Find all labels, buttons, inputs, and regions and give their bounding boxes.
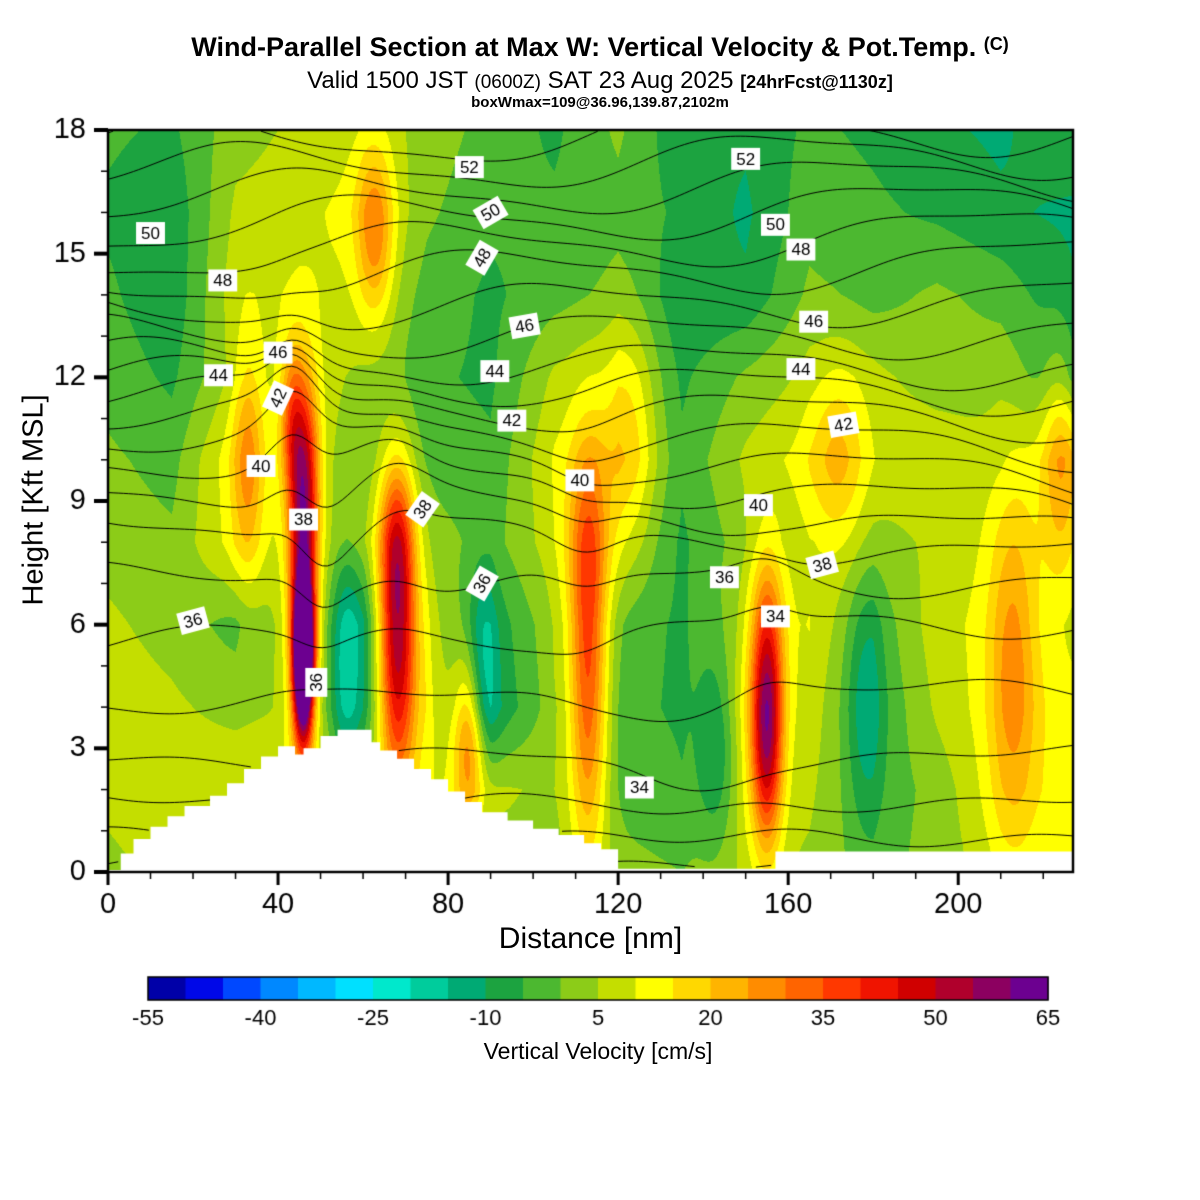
title-unit: (C) [983, 34, 1009, 54]
colorbar-title: Vertical Velocity [cm/s] [483, 1038, 713, 1064]
title-text: Wind-Parallel Section at Max W: Vertical… [191, 32, 977, 62]
page-title: Wind-Parallel Section at Max W: Vertical… [0, 32, 1200, 63]
valid-zulu: (0600Z) [474, 72, 541, 93]
valid-prefix: Valid 1500 JST [307, 67, 475, 94]
valid-line: Valid 1500 JST (0600Z) SAT 23 Aug 2025 [… [0, 67, 1200, 95]
valid-fcst: [24hrFcst@1130z] [740, 72, 893, 92]
x-axis-title: Distance [nm] [498, 922, 683, 955]
wmax-info-line: boxWmax=109@36.96,139.87,2102m [471, 94, 729, 111]
valid-date: SAT 23 Aug 2025 [540, 67, 741, 94]
y-axis-title: Height [Kft MSL] [17, 394, 50, 606]
